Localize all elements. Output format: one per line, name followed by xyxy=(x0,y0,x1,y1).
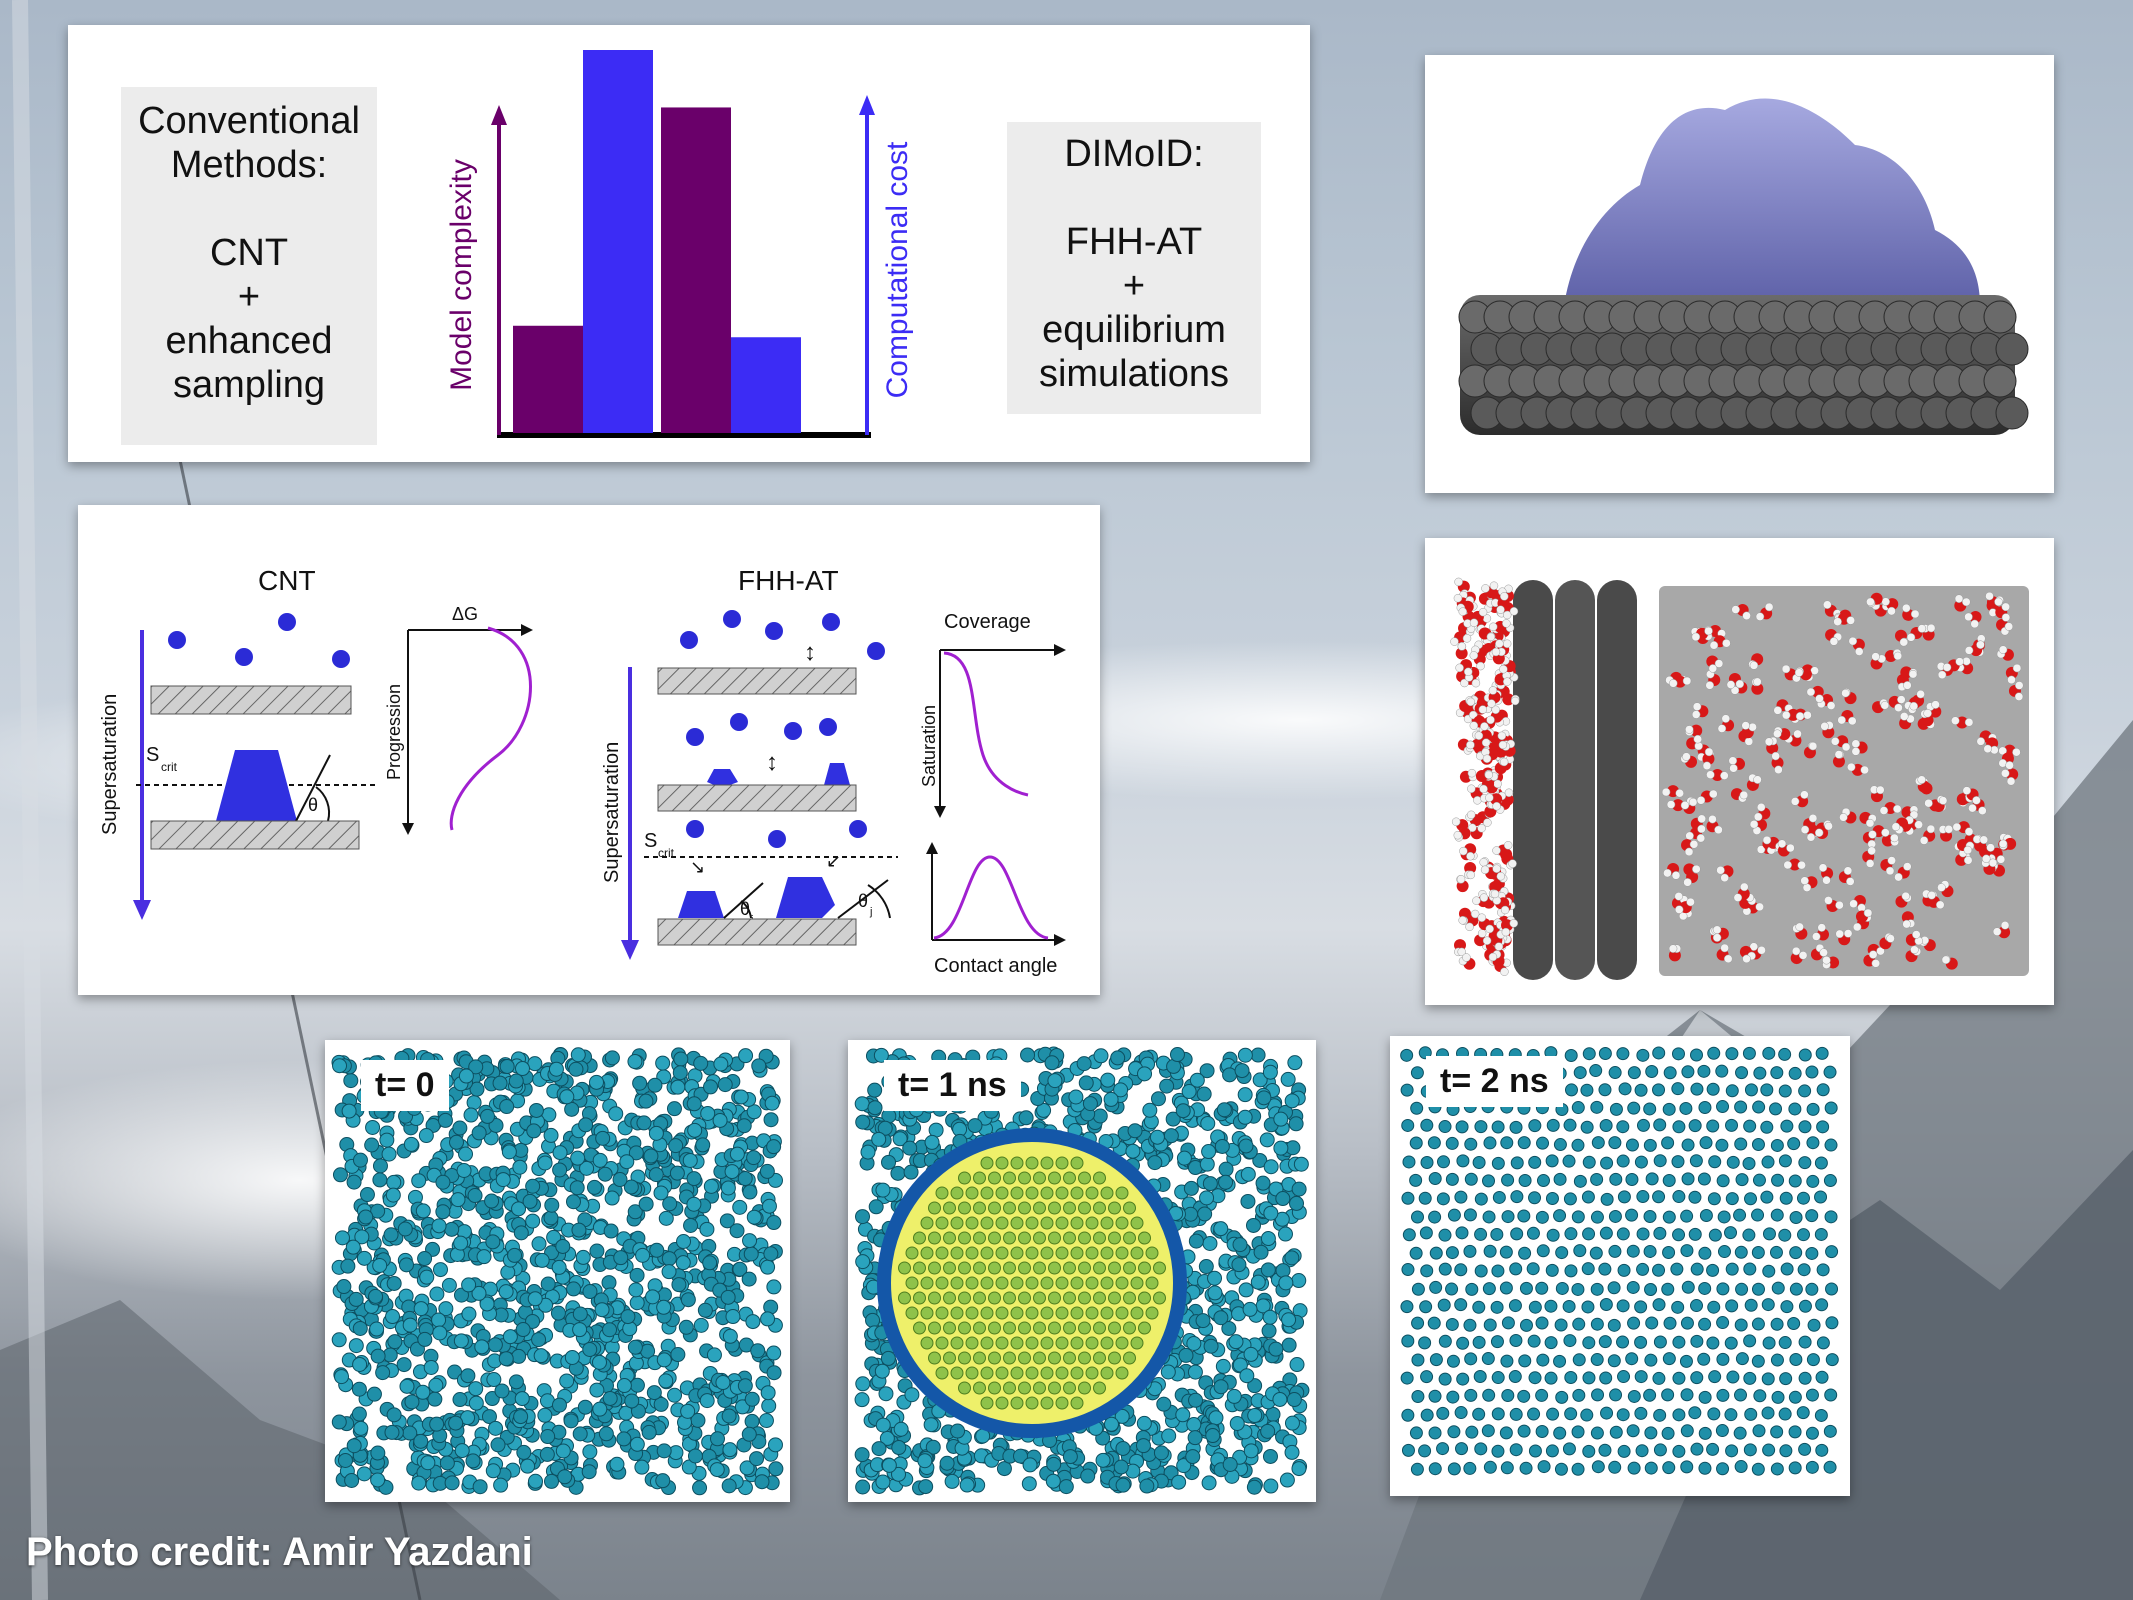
left-axis-arrow-icon xyxy=(491,105,507,125)
photo-credit: Photo credit: Amir Yazdani xyxy=(26,1530,533,1574)
saturation-axis-arrow-icon xyxy=(934,806,946,818)
conventional-line-7: sampling xyxy=(172,364,326,406)
schematic-diagram: CNT Supersaturation S crit θ ΔG Progress… xyxy=(99,565,1066,977)
fhh-angle-arc-j xyxy=(867,884,891,919)
dimold-line-2 xyxy=(1007,176,1261,220)
bar-dimold-complexity xyxy=(661,107,731,433)
contact-angle-label: Contact angle xyxy=(934,955,1057,977)
progression-label: Progression xyxy=(384,684,404,780)
cnt-scrit-sub: crit xyxy=(161,760,178,774)
cnt-supersaturation-arrowhead-icon xyxy=(133,900,151,920)
ice-cluster-on-substrate-image xyxy=(1458,98,2029,435)
dimold-box: DIMoID: FHH-AT + equilibrium simulations xyxy=(1007,122,1261,414)
cnt-title: CNT xyxy=(258,565,316,596)
bar-group xyxy=(513,50,801,433)
fhh-angle-line-j xyxy=(837,879,889,919)
dimold-line-1: DIMoID: xyxy=(1064,133,1204,175)
right-axis-arrow-icon xyxy=(859,95,875,115)
conventional-line-4: CNT xyxy=(209,232,289,274)
cnt-angle-line xyxy=(295,754,331,822)
conventional-line-5: + xyxy=(237,276,261,318)
water-molecules-side xyxy=(1450,577,1520,976)
contact-angle-distribution-curve xyxy=(933,855,1049,940)
ice-cluster-render-panel xyxy=(1425,55,2054,493)
cnt-vapor-molecules xyxy=(168,613,350,668)
snapshot-time-label-t1: t= 1 ns xyxy=(884,1060,1021,1111)
water-molecules-top xyxy=(1661,591,2024,970)
graphite-substrate xyxy=(1458,295,2029,435)
delta-g-label: ΔG xyxy=(452,604,478,624)
fhh-scrit-s: S xyxy=(644,830,657,852)
fhh-theta-j-sub: j xyxy=(869,906,872,918)
ice-cluster-blob xyxy=(1565,98,1980,305)
bar-conventional-complexity xyxy=(513,325,583,433)
cnt-angle-arc xyxy=(315,786,331,822)
nucleation-schematic-panel: CNT Supersaturation S crit θ ΔG Progress… xyxy=(78,505,1100,995)
fhh-title: FHH-AT xyxy=(738,565,839,596)
fhh-exchange-arrow-1: ↕ xyxy=(804,639,816,666)
methods-comparison-panel: Conventional Methods: CNT + enhanced sam… xyxy=(68,25,1310,462)
bar-dimold-cost xyxy=(731,337,801,433)
conventional-line-2: Methods: xyxy=(170,144,328,186)
fhh-cluster-i xyxy=(678,891,724,918)
fhh-deposition-arrow-1: ↘ xyxy=(690,857,705,877)
fhh-vapor-molecules-1 xyxy=(680,610,885,660)
graphite-surface-topview xyxy=(1659,586,2029,976)
cnt-scrit-s: S xyxy=(146,744,159,766)
water-on-graphite-panel xyxy=(1425,538,2054,1005)
bar-conventional-cost xyxy=(583,50,653,433)
water-graphite-render-image xyxy=(1450,577,2029,980)
snapshot-t1-image xyxy=(854,1046,1310,1496)
fhh-theta-i: θ xyxy=(740,899,750,919)
conventional-line-6: enhanced xyxy=(165,320,333,362)
fhh-vapor-molecules-3 xyxy=(686,820,867,848)
dimold-line-3: FHH-AT xyxy=(1065,221,1203,263)
fhh-angle-line-i xyxy=(723,882,764,919)
dimold-line-6: simulations xyxy=(1038,353,1230,395)
snapshot-t2-image xyxy=(1400,1046,1839,1476)
free-energy-curve xyxy=(449,626,532,831)
fhh-exchange-arrow-2: ↕ xyxy=(766,749,778,776)
snapshot-t0-image xyxy=(331,1047,784,1496)
coverage-label: Coverage xyxy=(944,611,1031,633)
fhh-substrate-1 xyxy=(657,667,857,695)
contact-angle-axis-arrow-icon xyxy=(1054,934,1066,946)
snapshot-panel-t1: t= 1 ns xyxy=(848,1040,1316,1502)
conventional-line-3 xyxy=(121,187,377,231)
dg-axis-arrow-icon xyxy=(521,624,533,636)
fhh-small-cluster-2 xyxy=(824,763,850,785)
fhh-angle-arc-i xyxy=(740,900,752,919)
cnt-theta: θ xyxy=(308,795,318,815)
dimold-line-5: equilibrium xyxy=(1042,309,1226,351)
snapshot-time-label-t2: t= 2 ns xyxy=(1426,1056,1563,1107)
snapshot-time-label-t0: t= 0 xyxy=(361,1060,449,1111)
cnt-substrate-top xyxy=(150,685,352,715)
coverage-axis-arrow-icon xyxy=(1054,644,1066,656)
right-axis-label: Computational cost xyxy=(881,141,914,398)
cnt-substrate-bottom xyxy=(150,820,360,850)
fhh-small-cluster-1 xyxy=(707,769,738,785)
snapshot-panel-t2: t= 2 ns xyxy=(1390,1036,1850,1496)
coverage-curve xyxy=(943,651,1029,797)
fhh-cluster-j xyxy=(776,877,835,918)
fhh-substrate-3 xyxy=(657,918,857,946)
fhh-vapor-molecules-2 xyxy=(686,713,837,746)
cnt-crystal-nucleus xyxy=(216,750,297,823)
conventional-methods-box: Conventional Methods: CNT + enhanced sam… xyxy=(121,87,377,445)
fhh-supersaturation-arrowhead-icon xyxy=(621,940,639,960)
conventional-line-1: Conventional xyxy=(138,100,360,142)
snapshot-panel-t0: t= 0 xyxy=(325,1040,790,1502)
cnt-supersaturation-label: Supersaturation xyxy=(99,694,121,835)
fhh-deposition-arrow-2: ↙ xyxy=(826,851,841,871)
saturation-label: Saturation xyxy=(919,705,939,787)
fhh-substrate-2 xyxy=(657,784,857,812)
left-axis-label: Model complexity xyxy=(445,159,478,391)
fhh-supersaturation-label: Supersaturation xyxy=(601,742,623,883)
graphite-layers-sideview xyxy=(1513,580,1637,980)
progression-axis-arrow-icon xyxy=(402,823,414,835)
complexity-cost-bar-chart: Model complexity Computational cost xyxy=(445,50,914,438)
dimold-line-4: + xyxy=(1122,265,1146,307)
fhh-theta-j: θ xyxy=(858,891,868,911)
distribution-axis-arrow-icon xyxy=(926,842,938,854)
